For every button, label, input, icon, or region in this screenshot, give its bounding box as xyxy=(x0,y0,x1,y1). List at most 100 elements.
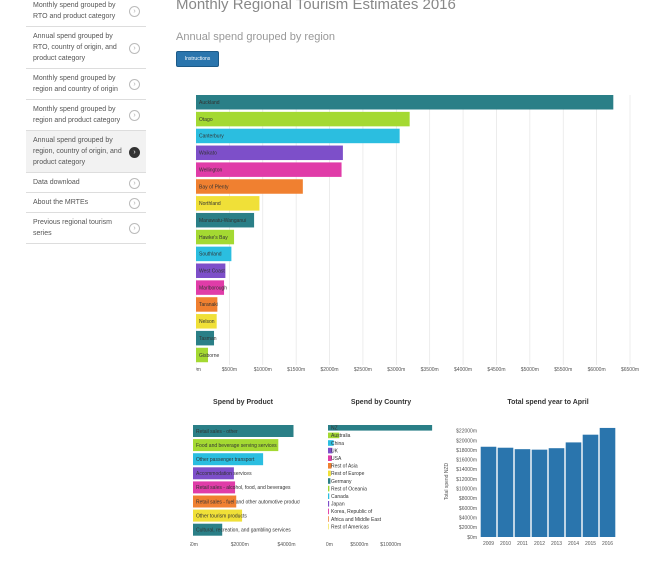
bar-label: Otago xyxy=(199,117,213,123)
bar[interactable] xyxy=(328,470,331,477)
x-tick-label: $0m xyxy=(196,367,201,373)
bar[interactable] xyxy=(193,453,264,466)
bar[interactable] xyxy=(196,246,232,262)
sidebar-item[interactable]: Annual spend grouped by RTO, country of … xyxy=(26,27,146,69)
x-tick-label: $5000m xyxy=(521,367,539,373)
bar[interactable] xyxy=(196,347,209,363)
sidebar-item[interactable]: Monthly spend grouped by region and coun… xyxy=(26,69,146,100)
bar[interactable] xyxy=(193,467,234,480)
x-tick-label: 2011 xyxy=(517,541,528,547)
page-subtitle: Annual spend grouped by region xyxy=(176,31,336,43)
bar[interactable] xyxy=(196,330,215,346)
bar[interactable] xyxy=(196,229,235,245)
bar[interactable] xyxy=(328,501,330,507)
bar[interactable] xyxy=(531,449,548,537)
bar-label: Retail sales - alcohol, food, and bevera… xyxy=(196,485,291,491)
bar[interactable] xyxy=(196,212,255,228)
bar[interactable] xyxy=(328,463,332,469)
bar[interactable] xyxy=(565,442,582,537)
bar[interactable] xyxy=(328,425,433,431)
bar-label: Canada xyxy=(331,494,349,500)
y-tick-label: $12000m xyxy=(456,477,477,483)
bar[interactable] xyxy=(196,263,226,279)
bar[interactable] xyxy=(193,481,236,494)
chevron-right-icon: › xyxy=(129,110,140,121)
bar[interactable] xyxy=(193,439,279,452)
bar[interactable] xyxy=(328,516,329,522)
bar-label: USA xyxy=(331,456,342,462)
product-chart-title: Spend by Product xyxy=(213,399,273,406)
bar[interactable] xyxy=(196,314,217,329)
total-chart-title: Total spend year to April xyxy=(507,399,589,406)
bar-label: Other tourism products xyxy=(196,513,247,519)
x-tick-label: $3000m xyxy=(387,367,405,373)
chevron-right-icon: › xyxy=(129,197,140,209)
bar-label: Australia xyxy=(331,433,351,439)
x-tick-label: $500m xyxy=(222,367,237,373)
bar[interactable] xyxy=(193,495,237,508)
y-tick-label: $0m xyxy=(467,535,477,541)
x-tick-label: $5000m xyxy=(350,542,368,548)
bar[interactable] xyxy=(196,297,218,312)
bar-label: Other passenger transport xyxy=(196,457,255,463)
sidebar-item[interactable]: Previous regional tourism series › xyxy=(26,213,146,244)
y-tick-label: $16000m xyxy=(456,458,477,464)
bar[interactable] xyxy=(196,95,614,110)
bar[interactable] xyxy=(328,485,330,492)
bar-label: Auckland xyxy=(199,100,220,106)
bar[interactable] xyxy=(514,449,531,537)
bar[interactable] xyxy=(193,509,243,522)
sidebar-item[interactable]: Monthly spend grouped by region and prod… xyxy=(26,100,146,131)
bar[interactable] xyxy=(196,128,400,144)
x-tick-label: 2014 xyxy=(568,541,579,547)
bar[interactable] xyxy=(196,196,260,211)
bar[interactable] xyxy=(328,508,329,515)
x-tick-label: 2013 xyxy=(551,541,562,547)
chevron-right-icon: › xyxy=(129,79,140,90)
sidebar-item[interactable]: Monthly spend grouped by RTO and product… xyxy=(26,0,146,27)
bar-label: Africa and Middle East xyxy=(331,517,382,523)
bar[interactable] xyxy=(328,455,332,461)
bar-label: Rest of Americas xyxy=(331,524,369,530)
sidebar-item[interactable]: Data download › xyxy=(26,173,146,193)
bar-label: Taranaki xyxy=(199,302,218,308)
y-tick-label: $2000m xyxy=(459,525,477,531)
instructions-button[interactable]: Instructions xyxy=(176,51,219,67)
bar[interactable] xyxy=(196,280,225,295)
sidebar: Monthly spend grouped by RTO and product… xyxy=(26,0,146,244)
bar[interactable] xyxy=(328,523,329,530)
bar-label: Accommodation services xyxy=(196,471,252,477)
bar[interactable] xyxy=(196,162,342,177)
bar[interactable] xyxy=(193,523,223,536)
bar[interactable] xyxy=(480,446,497,537)
bar-label: Retail sales - other xyxy=(196,429,238,435)
bar[interactable] xyxy=(196,145,343,161)
x-tick-label: $2500m xyxy=(354,367,372,373)
bar[interactable] xyxy=(599,427,616,537)
chevron-right-icon: › xyxy=(129,223,140,234)
bar[interactable] xyxy=(193,425,294,437)
chevron-right-icon: › xyxy=(129,177,140,189)
sidebar-item-label: Data download xyxy=(33,179,80,186)
x-tick-label: $10000m xyxy=(380,542,401,548)
sidebar-item[interactable]: Annual spend grouped by region, country … xyxy=(26,131,146,173)
sidebar-item-label: Monthly spend grouped by region and prod… xyxy=(33,106,121,124)
bar[interactable] xyxy=(497,447,514,537)
bar-label: Canterbury xyxy=(199,134,224,140)
bar-label: Waikato xyxy=(199,151,217,157)
bar[interactable] xyxy=(328,432,340,439)
bar[interactable] xyxy=(196,111,410,127)
bar[interactable] xyxy=(548,448,565,537)
bar[interactable] xyxy=(196,179,303,194)
x-tick-label: $2000m xyxy=(320,367,338,373)
bar[interactable] xyxy=(582,434,599,537)
bar[interactable] xyxy=(328,493,330,499)
x-tick-label: $1500m xyxy=(287,367,305,373)
sidebar-item[interactable]: About the MRTEs › xyxy=(26,193,146,213)
bar-label: Retail sales - fuel and other automotive… xyxy=(196,499,300,505)
sidebar-item-label: Annual spend grouped by region, country … xyxy=(33,137,122,166)
bar[interactable] xyxy=(328,447,333,454)
bar[interactable] xyxy=(328,478,331,484)
product-spend-chart: Retail sales - other Food and beverage se… xyxy=(190,425,300,548)
bar[interactable] xyxy=(328,440,334,446)
